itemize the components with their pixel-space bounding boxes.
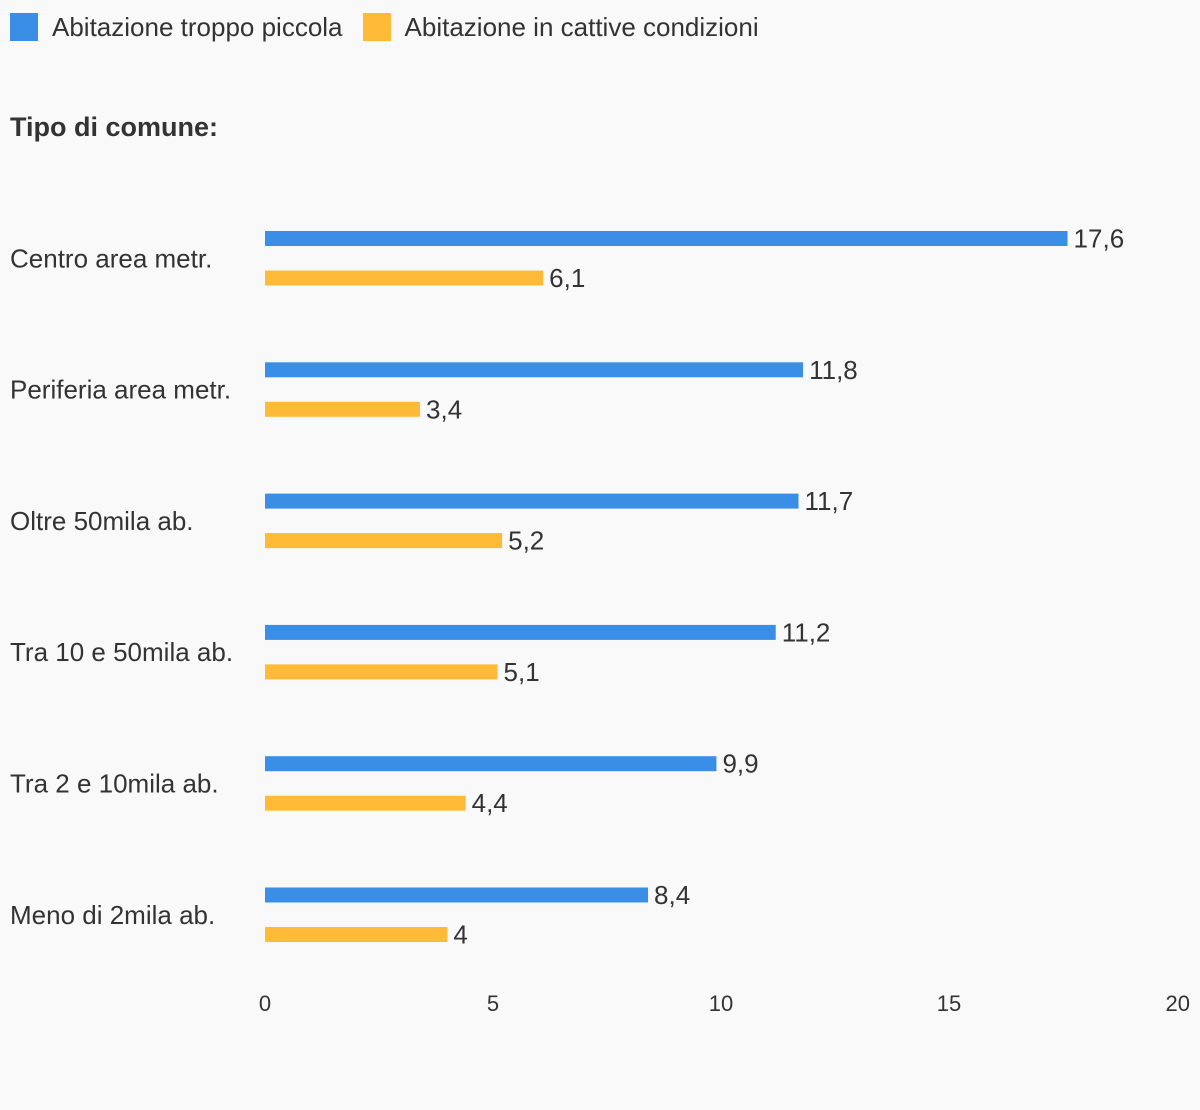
category-label: Oltre 50mila ab. — [10, 506, 194, 536]
bar-cattive-condizioni[interactable] — [265, 927, 448, 942]
category-label: Tra 10 e 50mila ab. — [10, 637, 233, 667]
x-tick-label: 0 — [259, 991, 271, 1016]
data-label: 3,4 — [426, 394, 462, 424]
data-label: 5,1 — [504, 657, 540, 687]
category-label: Meno di 2mila ab. — [10, 900, 215, 930]
data-label: 11,2 — [782, 617, 831, 647]
category-label: Tra 2 e 10mila ab. — [10, 768, 219, 798]
x-tick-label: 5 — [487, 991, 499, 1016]
data-label: 11,7 — [805, 486, 854, 516]
data-label: 8,4 — [654, 880, 690, 910]
legend-swatch-troppo-piccola — [10, 13, 38, 41]
x-tick-label: 20 — [1166, 991, 1190, 1016]
legend-label-troppo-piccola: Abitazione troppo piccola — [52, 11, 343, 42]
legend-item-cattive-condizioni[interactable]: Abitazione in cattive condizioni — [362, 11, 759, 43]
bar-cattive-condizioni[interactable] — [265, 270, 544, 286]
bar-cattive-condizioni[interactable] — [265, 664, 498, 680]
data-label: 17,6 — [1074, 224, 1125, 254]
data-label: 4 — [453, 920, 467, 950]
bar-troppo-piccola[interactable] — [265, 624, 776, 640]
bar-cattive-condizioni[interactable] — [265, 401, 421, 417]
bar-troppo-piccola[interactable] — [265, 887, 649, 903]
legend-label-cattive-condizioni: Abitazione in cattive condizioni — [404, 11, 759, 42]
bar-troppo-piccola[interactable] — [265, 493, 799, 509]
data-label: 5,2 — [508, 526, 544, 556]
category-label: Periferia area metr. — [10, 375, 231, 405]
x-tick-label: 10 — [709, 991, 733, 1016]
chart-legend: Abitazione troppo piccola Abitazione in … — [10, 10, 779, 44]
section-title: Tipo di comune: — [10, 112, 218, 142]
data-label: 9,9 — [722, 749, 758, 779]
bar-troppo-piccola[interactable] — [265, 756, 717, 772]
legend-item-troppo-piccola[interactable]: Abitazione troppo piccola — [10, 12, 343, 43]
category-label: Centro area metr. — [10, 243, 212, 273]
bar-troppo-piccola[interactable] — [265, 362, 804, 378]
legend-swatch-cattive-condizioni — [362, 13, 391, 41]
bar-troppo-piccola[interactable] — [265, 231, 1068, 246]
data-label: 11,8 — [809, 355, 858, 385]
bar-cattive-condizioni[interactable] — [265, 795, 466, 811]
data-label: 6,1 — [549, 263, 585, 293]
x-tick-label: 15 — [937, 991, 961, 1016]
bar-cattive-condizioni[interactable] — [265, 533, 503, 549]
data-label: 4,4 — [472, 788, 508, 818]
